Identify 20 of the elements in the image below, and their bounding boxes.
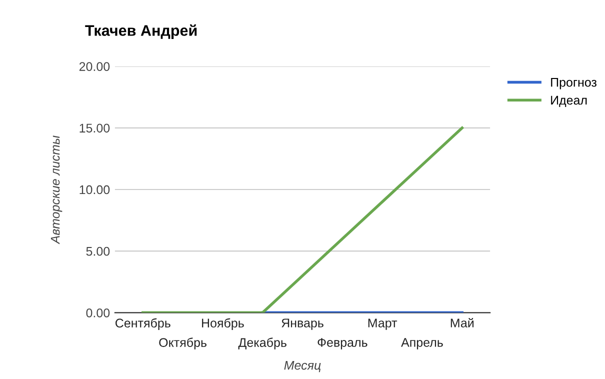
y-tick-label: 5.00 [86,246,110,256]
legend-label: Прогноз [551,78,596,90]
y-tick-label: 0.00 [86,308,110,318]
x-axis-title: Месяц [284,361,321,372]
line-series [141,126,464,313]
x-tick-label: Февраль [318,338,368,350]
x-tick-label: Октябрь [159,338,206,350]
x-tick-label: Ноябрь [202,318,244,330]
x-tick-label: Январь [282,318,324,330]
x-tick-label: Май [450,318,474,328]
chart-title: Ткачев Андрей [85,24,197,39]
y-tick-label: 20.00 [79,62,110,71]
legend-label: Идеал [551,96,587,108]
y-axis-title: Авторские листы [50,136,62,244]
x-tick-label: Апрель [401,338,443,350]
x-tick-label: Декабрь [238,338,286,350]
y-tick-label: 10.00 [80,185,110,194]
x-tick-label: Март [368,318,398,330]
y-tick-label: 15.00 [80,124,110,133]
x-tick-label: Сентябрь [116,318,170,330]
